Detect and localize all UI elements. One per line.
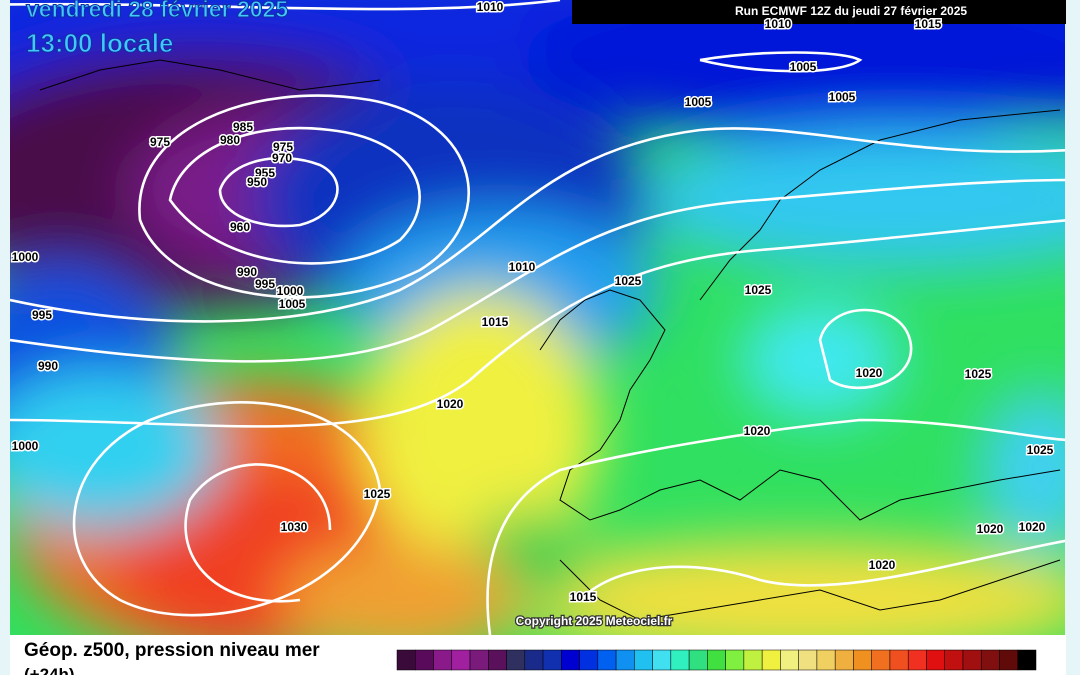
scale-swatch (634, 649, 653, 671)
scale-swatch (707, 649, 726, 671)
isobar-label: 995 (32, 308, 52, 322)
color-scale (396, 649, 1037, 671)
scale-swatch (615, 649, 635, 671)
scale-swatch (944, 649, 964, 671)
isobar-label: 995 (255, 277, 275, 291)
scale-swatch (597, 649, 617, 671)
isobar-label: 1020 (1019, 520, 1046, 534)
run-banner (572, 0, 1066, 24)
scale-swatch (469, 649, 489, 671)
isobar-label: 1020 (869, 558, 896, 572)
scale-swatch (907, 649, 927, 671)
scale-swatch (524, 649, 544, 671)
scale-swatch (415, 649, 434, 671)
scale-swatch (798, 649, 818, 671)
scale-swatch (433, 649, 453, 671)
isobar-label: 1000 (12, 439, 39, 453)
copyright: Copyright 2025 Meteociel.fr (516, 614, 673, 628)
scale-swatch (396, 649, 416, 671)
isobar-label: 980 (220, 133, 240, 147)
isobar-label: 1020 (744, 424, 771, 438)
isobar-label: 985 (233, 120, 253, 134)
scale-swatch (670, 649, 690, 671)
scale-swatch (926, 649, 945, 671)
isobar-label: 1015 (482, 315, 509, 329)
isobar-label: 1025 (615, 274, 642, 288)
isobar-label: 1025 (1027, 443, 1054, 457)
scale-swatch (1017, 649, 1037, 671)
isobar-label: 1005 (685, 95, 712, 109)
scale-swatch (853, 649, 872, 671)
isobar-label: 990 (38, 359, 58, 373)
isobar-label: 975 (150, 135, 170, 149)
isobar-label: 1020 (437, 397, 464, 411)
scale-swatch (506, 649, 526, 671)
scale-swatch (889, 649, 909, 671)
scale-swatch (652, 649, 672, 671)
scale-swatch (980, 649, 1000, 671)
isobar-label: 1015 (915, 17, 942, 31)
isobar-label: 975 (273, 140, 293, 154)
scale-swatch (561, 649, 580, 671)
scale-swatch (871, 649, 891, 671)
scale-swatch (579, 649, 599, 671)
date-title: vendredi 28 février 2025 (26, 0, 288, 22)
isobar-label: 955 (255, 166, 275, 180)
scale-swatch (816, 649, 836, 671)
run-info: Run ECMWF 12Z du jeudi 27 février 2025 (735, 4, 967, 18)
scale-swatch (999, 649, 1018, 671)
time-title: 13:00 locale (26, 28, 173, 58)
isobar-label: 960 (230, 220, 250, 234)
isobar-label: 1010 (509, 260, 536, 274)
isobar-label: 1025 (745, 283, 772, 297)
scale-swatch (780, 649, 799, 671)
scale-swatch (688, 649, 708, 671)
isobar-label: 1000 (12, 250, 39, 264)
scale-swatch (834, 649, 854, 671)
isobar-label: 990 (237, 265, 257, 279)
isobar-label: 1030 (281, 520, 308, 534)
isobar-label: 1025 (965, 367, 992, 381)
isobar-label: 1010 (477, 0, 504, 14)
isobar-label: 1005 (279, 297, 306, 311)
scale-swatch (451, 649, 471, 671)
isobar-label: 950 (247, 175, 267, 189)
scale-swatch (725, 649, 745, 671)
isobar-label: 1000 (277, 284, 304, 298)
scale-swatch (962, 649, 982, 671)
isobar-label: 1010 (765, 17, 792, 31)
isobars (10, 0, 1065, 635)
isobar-label: 1005 (829, 90, 856, 104)
footer-title: Géop. z500, pression niveau mer (24, 640, 320, 661)
footer-subtitle: (+24h) (24, 665, 75, 675)
map-field (10, 0, 1065, 635)
isobar-label: 1005 (790, 60, 817, 74)
scale-swatch (488, 649, 507, 671)
isobar-label: 1025 (364, 487, 391, 501)
isobar-label: 970 (272, 151, 292, 165)
scale-swatch (542, 649, 562, 671)
scale-swatch (743, 649, 763, 671)
isobar-label: 1015 (570, 590, 597, 604)
isobar-label: 1020 (977, 522, 1004, 536)
isobar-label: 1020 (856, 366, 883, 380)
scale-swatch (761, 649, 781, 671)
